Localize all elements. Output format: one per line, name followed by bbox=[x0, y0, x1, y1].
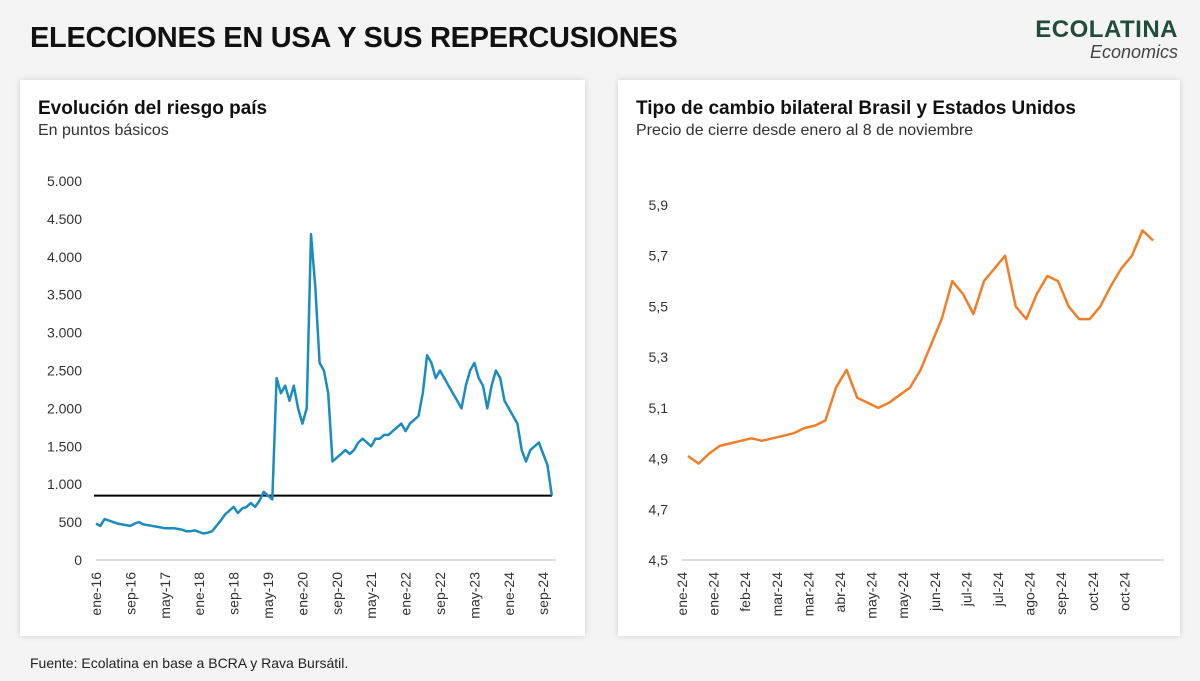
chart-tipo-cambio: Tipo de cambio bilateral Brasil y Estado… bbox=[618, 80, 1180, 636]
chart-subtitle: En puntos básicos bbox=[38, 122, 169, 139]
logo: ECOLATINA Economics bbox=[1035, 16, 1178, 63]
x-tick-label: abr-24 bbox=[832, 572, 848, 613]
x-tick-label: ene-20 bbox=[294, 572, 310, 616]
y-tick-label: 4.500 bbox=[47, 211, 82, 227]
x-tick-label: jul-24 bbox=[958, 572, 974, 607]
y-tick-label: 5,9 bbox=[649, 197, 669, 213]
x-tick-label: may-21 bbox=[363, 572, 379, 619]
x-tick-label: mar-24 bbox=[769, 572, 785, 617]
y-tick-label: 5,1 bbox=[649, 400, 669, 416]
chart-title: Evolución del riesgo país bbox=[38, 98, 268, 119]
y-tick-label: 3.000 bbox=[47, 325, 82, 341]
x-tick-label: may-17 bbox=[157, 572, 173, 619]
chart-svg: 4,5 4,7 4,9 5,1 5,3 5,5 5,7 5,9 ene-24 ene-24 feb-… bbox=[649, 197, 1164, 619]
x-tick-label: may-24 bbox=[864, 572, 880, 619]
y-tick-label: 1.000 bbox=[47, 476, 82, 492]
y-tick-label: 4,9 bbox=[649, 451, 669, 467]
x-tick-label: sep-18 bbox=[226, 572, 242, 615]
y-tick-label: 4.000 bbox=[47, 249, 82, 265]
logo-sub: Economics bbox=[1089, 42, 1178, 62]
y-tick-label: 2.500 bbox=[47, 363, 82, 379]
logo-brand: ECOLATINA bbox=[1035, 16, 1178, 43]
y-tick-label: 5,7 bbox=[649, 248, 669, 264]
x-tick-label: sep-24 bbox=[535, 572, 551, 615]
x-tick-label: sep-24 bbox=[1053, 572, 1069, 615]
x-tick-label: ene-22 bbox=[398, 572, 414, 616]
x-tick-label: ene-18 bbox=[191, 572, 207, 616]
series-line bbox=[95, 232, 554, 535]
y-tick-label: 3.500 bbox=[47, 287, 82, 303]
x-tick-label: oct-24 bbox=[1116, 572, 1132, 611]
y-tick-label: 5,5 bbox=[649, 298, 669, 314]
x-tick-label: mar-24 bbox=[800, 572, 816, 617]
series-line bbox=[687, 229, 1154, 465]
y-tick-label: 2.000 bbox=[47, 400, 82, 416]
y-tick-label: 5.000 bbox=[47, 173, 82, 189]
chart-riesgo-pais: Evolución del riesgo país En puntos bási… bbox=[20, 80, 585, 636]
x-tick-label: ago-24 bbox=[1022, 572, 1038, 616]
x-tick-label: may-24 bbox=[895, 572, 911, 619]
page-title: ELECCIONES EN USA Y SUS REPERCUSIONES bbox=[30, 22, 678, 54]
x-tick-label: ene-24 bbox=[501, 572, 517, 616]
chart-svg: 0 500 1.000 1.500 2.000 2.500 3.000 3.500 4.000 4… bbox=[47, 173, 556, 619]
chart-title: Tipo de cambio bilateral Brasil y Estado… bbox=[636, 98, 1076, 119]
y-tick-label: 500 bbox=[59, 514, 83, 530]
y-tick-label: 1.500 bbox=[47, 438, 82, 454]
y-tick-label: 5,3 bbox=[649, 349, 669, 365]
x-tick-label: ene-16 bbox=[88, 572, 104, 616]
x-tick-label: oct-24 bbox=[1085, 572, 1101, 611]
source-note: Fuente: Ecolatina en base a BCRA y Rava … bbox=[30, 655, 349, 671]
y-tick-label: 4,5 bbox=[649, 552, 669, 568]
y-tick-label: 0 bbox=[74, 552, 82, 568]
chart-subtitle: Precio de cierre desde enero al 8 de nov… bbox=[636, 122, 974, 139]
x-tick-label: may-23 bbox=[466, 572, 482, 619]
x-tick-label: jul-24 bbox=[990, 572, 1006, 607]
x-tick-label: ene-24 bbox=[674, 572, 690, 616]
x-tick-label: sep-22 bbox=[432, 572, 448, 615]
x-tick-label: jun-24 bbox=[927, 572, 943, 612]
x-tick-label: sep-16 bbox=[122, 572, 138, 615]
x-tick-label: may-19 bbox=[260, 572, 276, 619]
x-tick-label: ene-24 bbox=[706, 572, 722, 616]
y-tick-label: 4,7 bbox=[649, 501, 669, 517]
x-tick-label: sep-20 bbox=[329, 572, 345, 615]
x-tick-label: feb-24 bbox=[737, 572, 753, 612]
